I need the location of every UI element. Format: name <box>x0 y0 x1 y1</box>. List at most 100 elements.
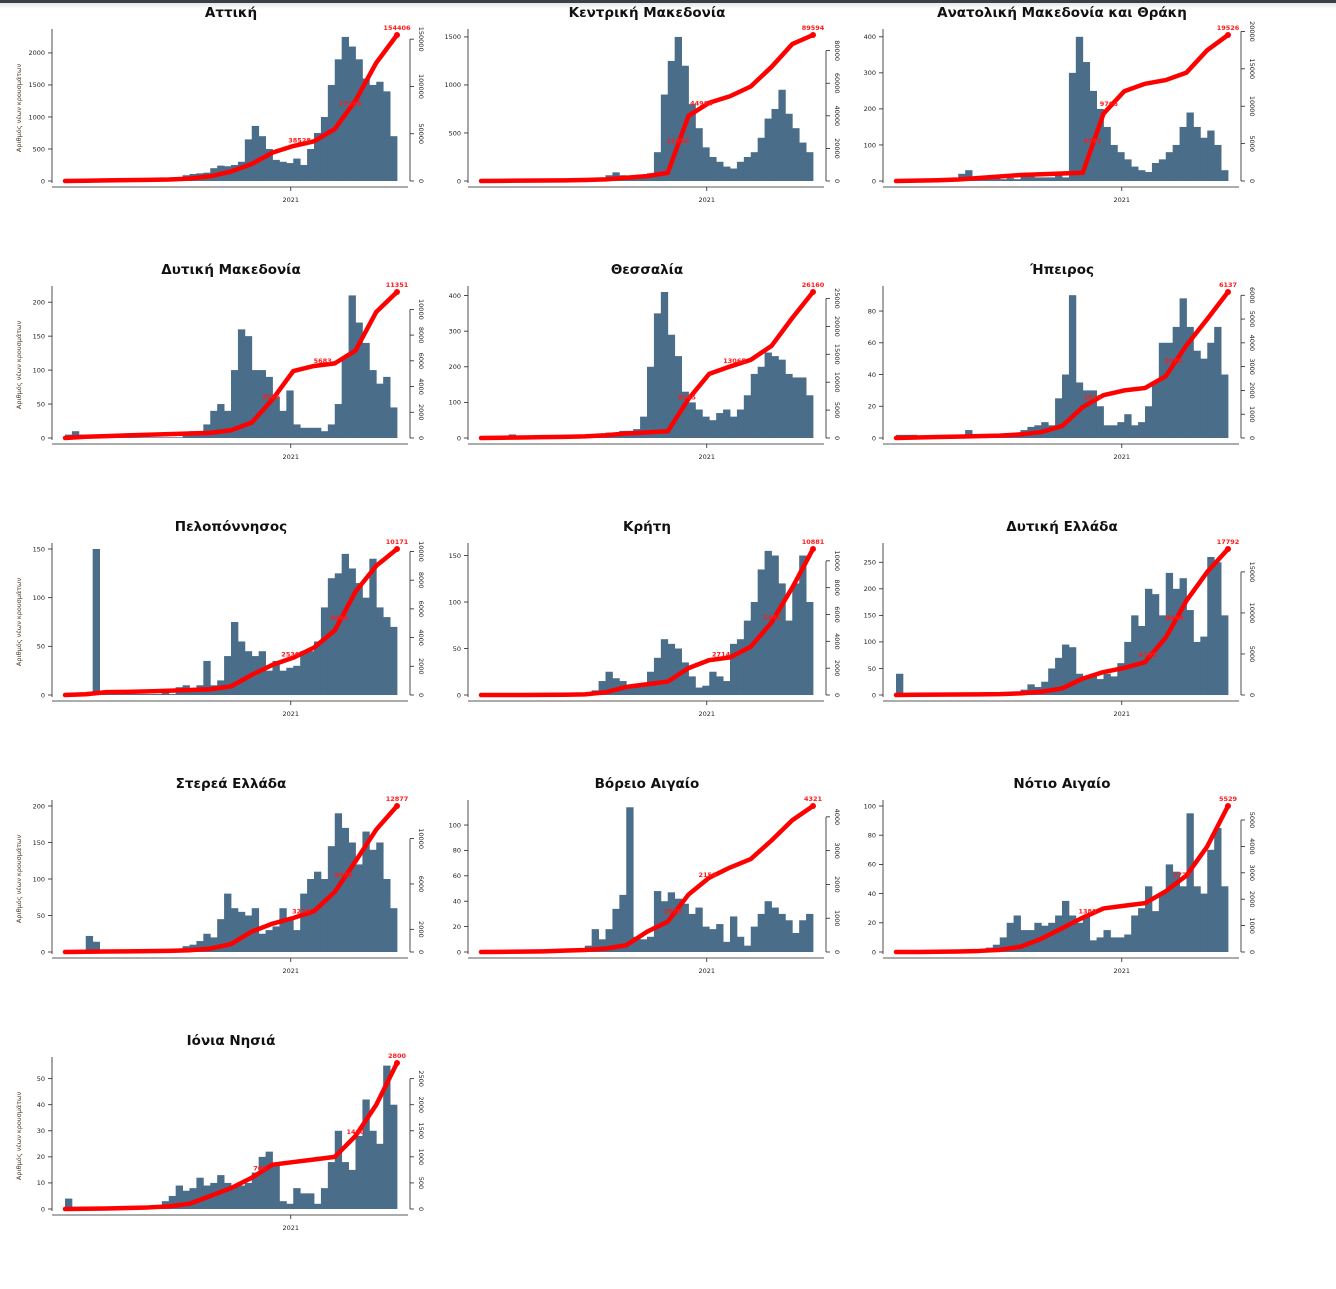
left-tick-label: 200 <box>33 802 45 810</box>
daily-cases-bar <box>716 924 723 952</box>
right-tick-label: 4000 <box>1248 838 1256 855</box>
daily-cases-bar <box>1138 170 1145 181</box>
daily-cases-bar <box>757 914 764 952</box>
daily-cases-bar <box>695 410 702 438</box>
daily-cases-bar <box>362 79 369 181</box>
cumulative-annotation: 38528 <box>288 137 311 145</box>
daily-cases-bar <box>785 374 792 438</box>
daily-cases-bar <box>743 395 750 438</box>
daily-cases-bar <box>238 1186 245 1209</box>
daily-cases-bar <box>716 162 723 181</box>
daily-cases-bar <box>335 404 342 438</box>
right-tick-label: 0 <box>1248 950 1256 954</box>
daily-cases-bar <box>730 417 737 438</box>
daily-cases-bar <box>1124 934 1131 952</box>
cumulative-annotation: 3070 <box>1164 357 1183 365</box>
x-tick-label: 2021 <box>282 196 299 204</box>
right-tick-label: 5000 <box>1248 646 1256 663</box>
daily-cases-bar <box>653 658 660 695</box>
daily-cases-bar <box>771 356 778 438</box>
cumulative-annotation: 3230 <box>292 907 311 915</box>
left-tick-label: 100 <box>448 399 460 407</box>
cumulative-annotation: 13065 <box>723 357 746 365</box>
left-tick-label: 1000 <box>444 81 461 89</box>
daily-cases-bar <box>1214 145 1221 181</box>
daily-cases-bar <box>1221 886 1228 952</box>
daily-cases-bar <box>709 929 716 952</box>
daily-cases-bar <box>785 114 792 181</box>
right-tick-label: 2000 <box>1248 382 1256 399</box>
right-tick-label: 1000 <box>1248 406 1256 423</box>
daily-cases-bar <box>1207 557 1214 695</box>
left-tick-label: 1500 <box>444 33 461 41</box>
cumulative-annotation: 19526 <box>1217 24 1240 32</box>
right-tick-label: 0 <box>1248 179 1256 183</box>
left-tick-label: 100 <box>864 802 876 810</box>
left-tick-label: 30 <box>37 1127 45 1135</box>
cumulative-annotation: 2158 <box>698 871 717 879</box>
daily-cases-bar <box>1007 178 1014 181</box>
cumulative-annotation: 11351 <box>386 281 409 289</box>
daily-cases-bar <box>681 904 688 952</box>
daily-cases-bar <box>314 1204 321 1209</box>
daily-cases-bar <box>743 157 750 181</box>
left-tick-label: 60 <box>868 861 876 869</box>
cumulative-annotation: 700 <box>253 1165 267 1173</box>
daily-cases-bar <box>356 59 363 181</box>
left-tick-label: 50 <box>868 665 876 673</box>
left-tick-label: 100 <box>864 638 876 646</box>
chart-title: Νότιο Αιγαίο <box>1013 776 1110 792</box>
daily-cases-bar <box>376 607 383 695</box>
daily-cases-bar <box>273 397 280 438</box>
left-tick-label: 80 <box>452 847 460 855</box>
daily-cases-bar <box>273 926 280 952</box>
daily-cases-bar <box>1214 327 1221 438</box>
daily-cases-bar <box>390 908 397 952</box>
left-tick-label: 400 <box>448 292 460 300</box>
daily-cases-bar <box>293 159 300 181</box>
chart-title: Κρήτη <box>623 519 671 535</box>
daily-cases-bar <box>792 583 799 695</box>
daily-cases-bar <box>1152 382 1159 438</box>
daily-cases-bar <box>806 395 813 438</box>
daily-cases-bar <box>279 411 286 438</box>
left-tick-label: 0 <box>41 691 45 699</box>
cumulative-annotation: 89594 <box>801 24 824 32</box>
daily-cases-bar <box>293 424 300 438</box>
daily-cases-bar <box>1062 375 1069 438</box>
right-tick-label: 3000 <box>1248 358 1256 375</box>
left-tick-label: 60 <box>868 339 876 347</box>
daily-cases-bar <box>695 908 702 952</box>
daily-cases-bar <box>300 165 307 181</box>
daily-cases-bar <box>356 1136 363 1209</box>
daily-cases-bar <box>764 901 771 952</box>
daily-cases-bar <box>1110 145 1117 181</box>
left-tick-label: 0 <box>456 948 460 956</box>
cumulative-annotation: 10171 <box>386 538 409 546</box>
daily-cases-bar <box>273 160 280 181</box>
x-tick-label: 2021 <box>698 196 715 204</box>
left-tick-label: 150 <box>448 552 460 560</box>
daily-cases-bar <box>806 152 813 181</box>
right-tick-label: 6000 <box>1248 287 1256 304</box>
daily-cases-bar <box>1117 422 1124 438</box>
daily-cases-bar <box>342 1162 349 1209</box>
daily-cases-bar <box>321 879 328 952</box>
daily-cases-bar <box>134 694 141 695</box>
daily-cases-bar <box>148 694 155 695</box>
daily-cases-bar <box>1221 170 1228 181</box>
chart-svg: Ανατολική Μακεδονία και Θράκη01002003004… <box>831 0 1246 257</box>
daily-cases-bar <box>750 152 757 181</box>
right-tick-label: 0 <box>1248 436 1256 440</box>
daily-cases-bar <box>120 694 127 695</box>
daily-cases-bar <box>369 1131 376 1209</box>
daily-cases-bar <box>266 1152 273 1209</box>
daily-cases-bar <box>647 367 654 438</box>
daily-cases-bar <box>771 109 778 181</box>
right-tick-label: 5000 <box>1248 311 1256 328</box>
cumulative-annotation: 4782 <box>1083 137 1101 145</box>
